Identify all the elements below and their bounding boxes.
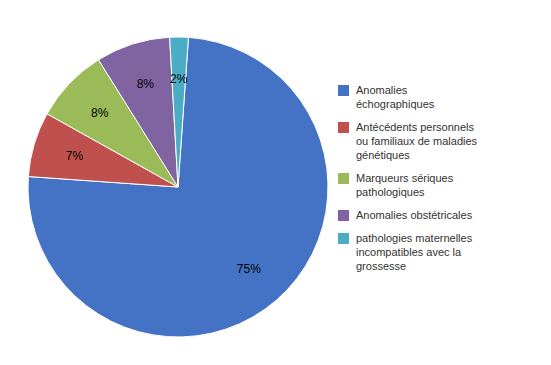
html-text:Marqueurs sériques: Marqueurs sériques	[356, 172, 454, 184]
html-text:ou familiaux de maladies: ou familiaux de maladies	[356, 135, 478, 147]
html-text:génétiques: génétiques	[356, 149, 410, 161]
html-text:incompatibles avec la: incompatibles avec la	[356, 246, 462, 258]
html-text:Anomalies obstétricales: Anomalies obstétricales	[356, 209, 473, 221]
svg-text:7%: 7%	[66, 149, 84, 163]
html-text:pathologies maternelles: pathologies maternelles	[356, 232, 473, 244]
html-text:grossesse: grossesse	[356, 260, 407, 272]
svg-text:2%: 2%	[170, 72, 188, 86]
svg-text:75%: 75%	[237, 262, 261, 276]
html-text:Antécédents personnels: Antécédents personnels	[356, 121, 474, 133]
svg-text:8%: 8%	[91, 106, 109, 120]
html-text:Anomalies: Anomalies	[356, 84, 408, 96]
html-text:pathologiques: pathologiques	[356, 186, 425, 198]
svg-text:8%: 8%	[137, 77, 155, 91]
html-text:échographiques: échographiques	[356, 98, 435, 110]
